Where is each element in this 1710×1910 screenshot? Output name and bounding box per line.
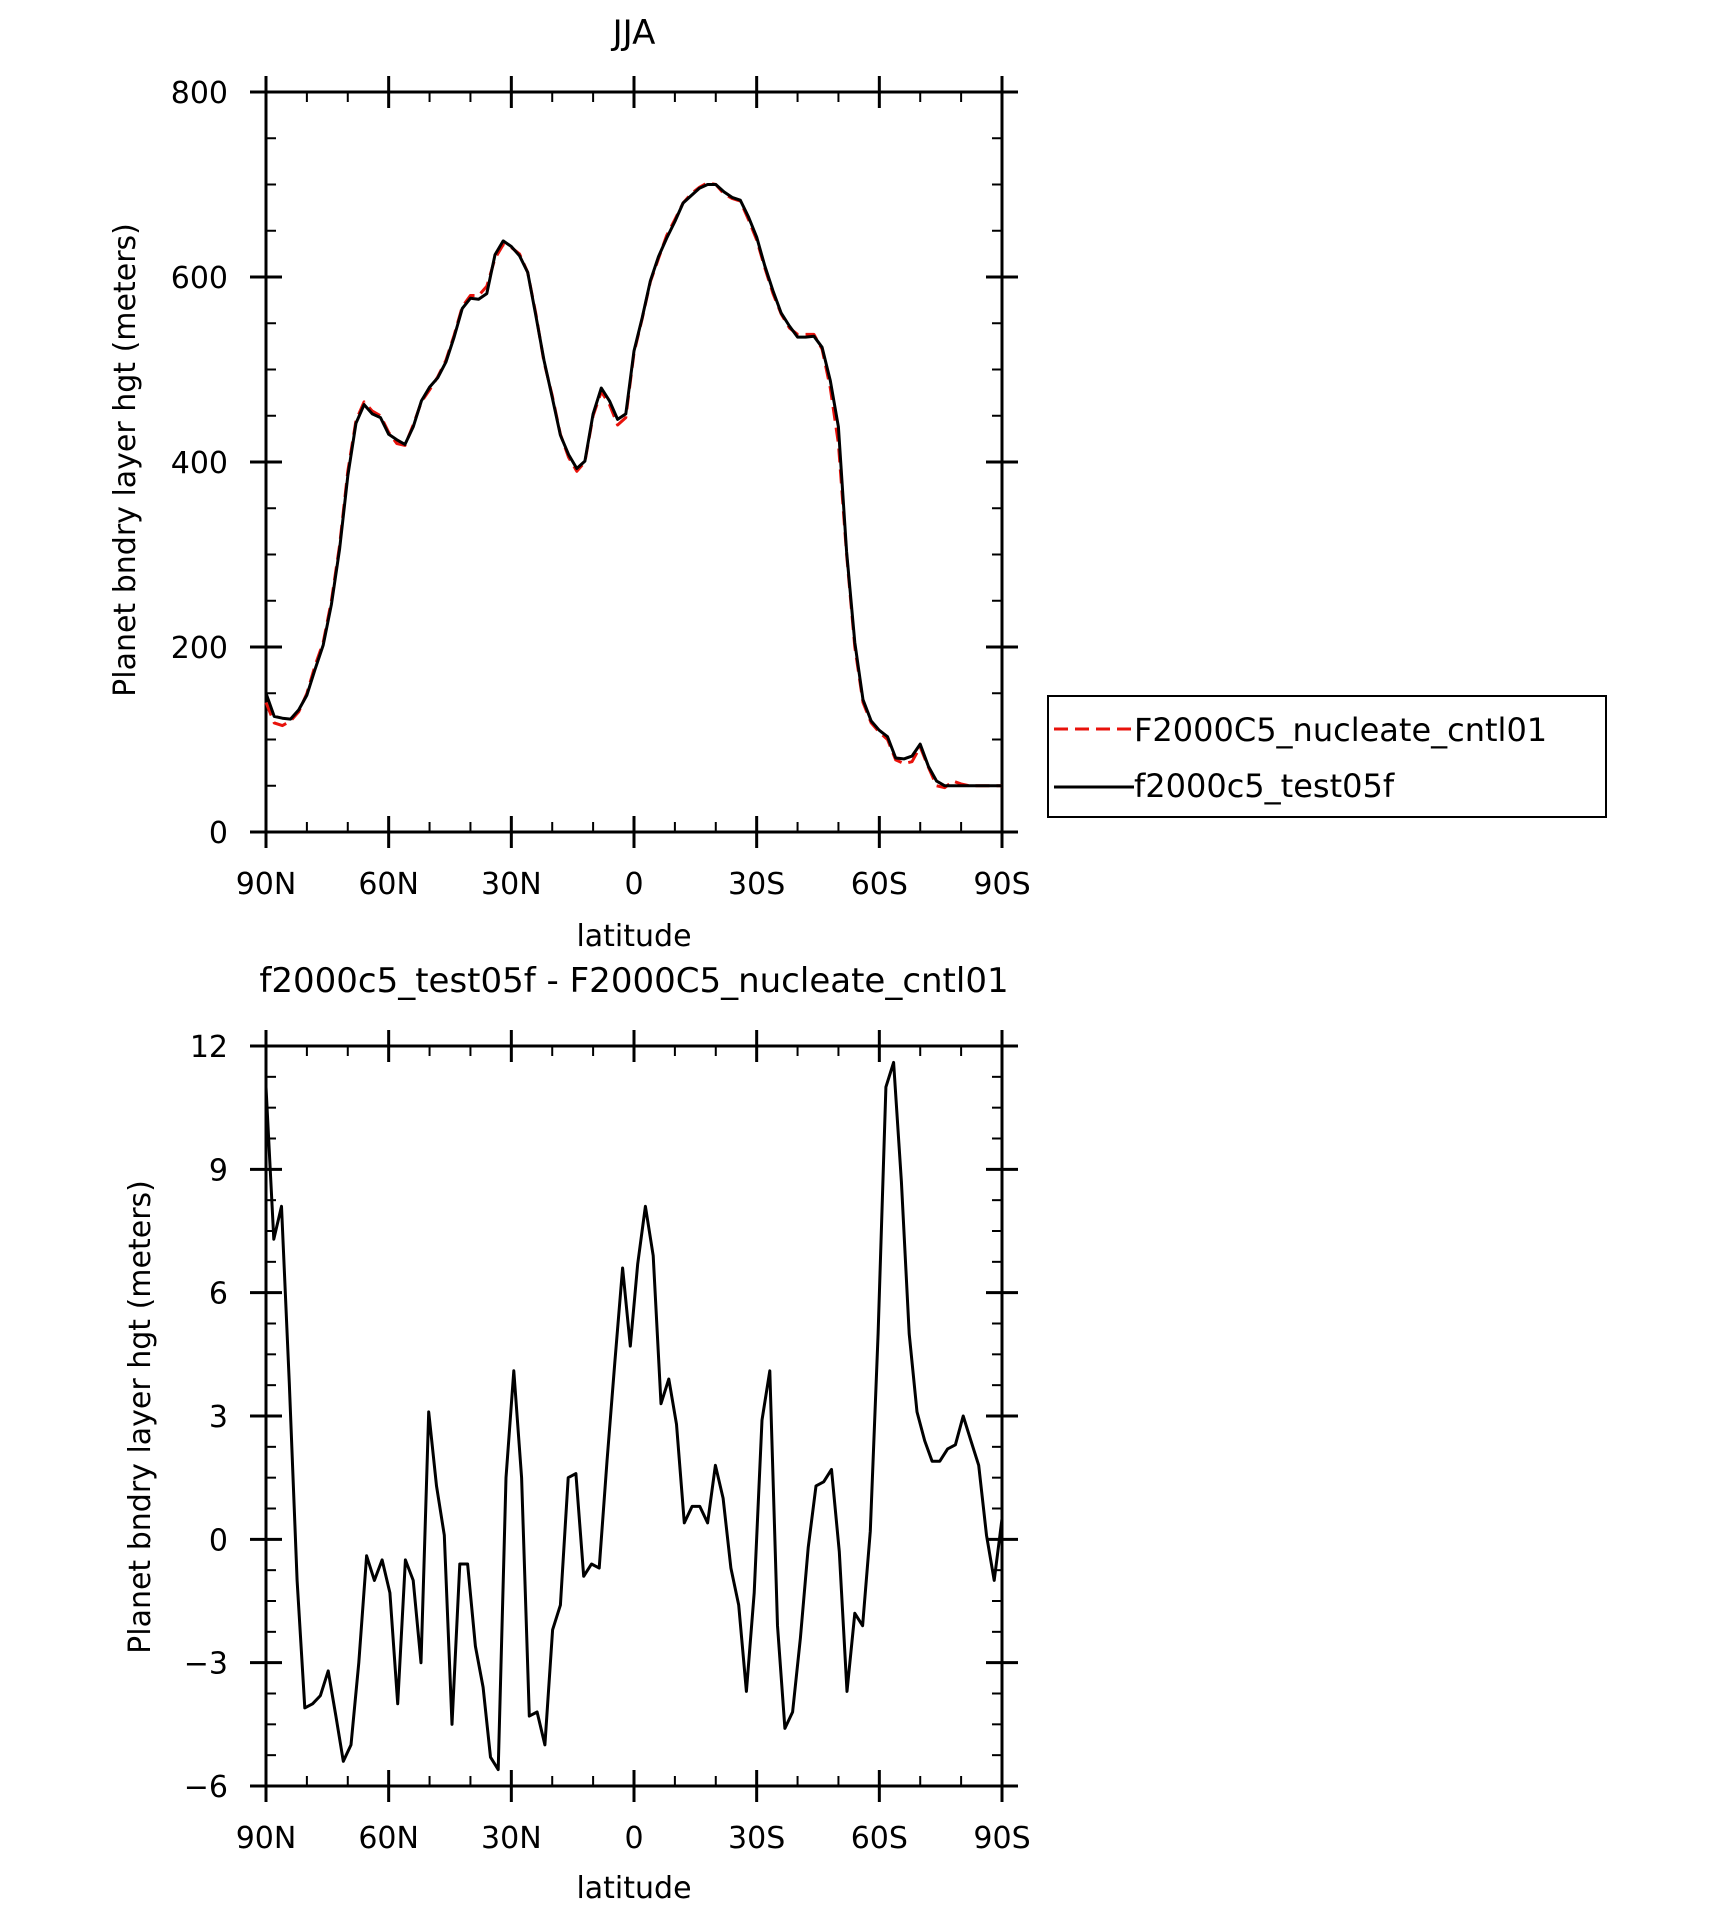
bottom-xtick-label: 90N	[236, 1821, 297, 1856]
top-xtick-label: 60S	[851, 867, 908, 902]
top-plot-frame	[264, 90, 1004, 834]
bottom-ytick-label: 6	[209, 1277, 228, 1312]
bottom-plot-frame	[264, 1044, 1004, 1788]
bottom-xtick-label: 60N	[358, 1821, 419, 1856]
top-ytick-label: 400	[171, 446, 228, 481]
top-xtick-label: 60N	[358, 867, 419, 902]
bottom-chart-xlabel: latitude	[576, 1871, 691, 1905]
legend-label-test05f: f2000c5_test05f	[1134, 767, 1395, 805]
legend-label-cntl01: F2000C5_nucleate_cntl01	[1134, 711, 1547, 749]
top-xtick-label: 30N	[481, 867, 542, 902]
bottom-ytick-label: 0	[209, 1523, 228, 1558]
top-series-line-1	[264, 181, 1002, 790]
top-ytick-label: 200	[171, 631, 228, 666]
legend-box	[1047, 695, 1607, 818]
top-ytick-label: 0	[209, 816, 228, 851]
bottom-ytick-label: −6	[184, 1770, 228, 1805]
top-xtick-label: 90S	[973, 867, 1030, 902]
bottom-xtick-label: 60S	[851, 1821, 908, 1856]
bottom-series-line-1	[264, 1060, 1004, 1772]
bottom-ytick-label: −3	[184, 1647, 228, 1682]
bottom-xtick-label: 30S	[728, 1821, 785, 1856]
top-xtick-label: 0	[624, 867, 643, 902]
bottom-ytick-label: 12	[190, 1030, 228, 1065]
bottom-chart-title: f2000c5_test05f - F2000C5_nucleate_cntl0…	[259, 961, 1008, 1001]
top-chart: 0 200 400 600 800 90N 60N 30N 0 30S 60S 90S	[171, 76, 1031, 902]
top-xtick-label: 30S	[728, 867, 785, 902]
bottom-xtick-label: 90S	[973, 1821, 1030, 1856]
bottom-ytick-label: 3	[209, 1400, 228, 1435]
top-chart-title: JJA	[611, 13, 656, 53]
top-chart-ylabel: Planet bndry layer hgt (meters)	[108, 223, 143, 697]
top-series-line-2	[264, 183, 1002, 788]
bottom-ytick-label: 9	[209, 1153, 228, 1188]
top-chart-xlabel: latitude	[576, 919, 691, 954]
legend: F2000C5_nucleate_cntl01 f2000c5_test05f	[1047, 695, 1607, 818]
bottom-chart: −6 −3 0 3 6 9 12 90N 60N 30N 0 30S 60S 90S	[184, 1030, 1031, 1856]
bottom-chart-ylabel: Planet bndry layer hgt (meters)	[123, 1180, 158, 1654]
top-xtick-label: 90N	[236, 867, 297, 902]
top-ytick-label: 800	[171, 76, 228, 111]
bottom-xtick-label: 0	[624, 1821, 643, 1856]
bottom-xtick-label: 30N	[481, 1821, 542, 1856]
top-ytick-label: 600	[171, 261, 228, 296]
